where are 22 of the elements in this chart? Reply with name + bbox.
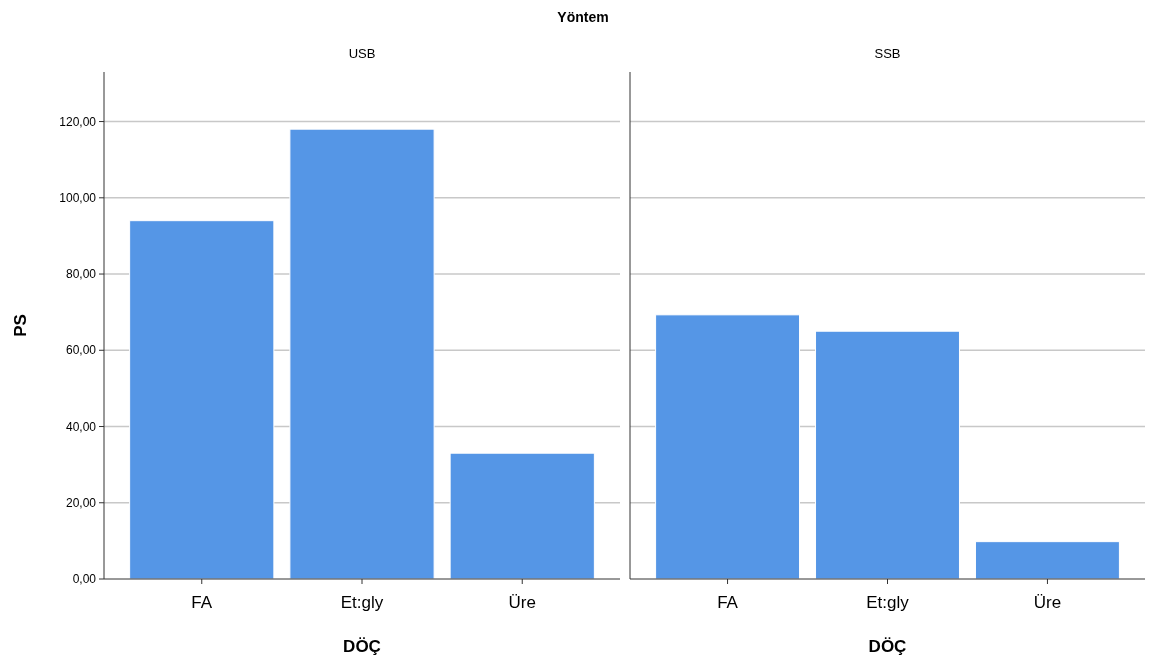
x-tick-label: Üre	[508, 593, 536, 612]
y-tick-label: 80,00	[65, 267, 97, 282]
chart-title: SSB	[874, 46, 901, 61]
text: Yöntem	[557, 9, 609, 25]
y-tick-label: 20,00	[65, 495, 97, 510]
chart-title: USB	[348, 46, 376, 61]
bar	[129, 220, 275, 580]
bar	[449, 452, 595, 580]
x-tick-label: FA	[191, 593, 213, 612]
y-tick-label: 60,00	[65, 343, 97, 358]
x-axis-title: DÖÇ	[868, 637, 907, 656]
x-tick-label: Et:gly	[866, 593, 910, 612]
x-tick-label: Et:gly	[340, 593, 384, 612]
y-tick-label: 120,00	[59, 114, 97, 129]
x-axis-title: DÖÇ	[343, 637, 381, 656]
y-tick-label: 40,00	[65, 419, 97, 434]
y-axis-title: PS	[11, 314, 30, 337]
y-tick-label: 0,00	[72, 572, 97, 587]
bar	[289, 128, 435, 580]
x-tick-label: FA	[717, 593, 739, 612]
y-tick-label: 100,00	[59, 191, 97, 205]
x-tick-label: Üre	[1033, 593, 1062, 612]
